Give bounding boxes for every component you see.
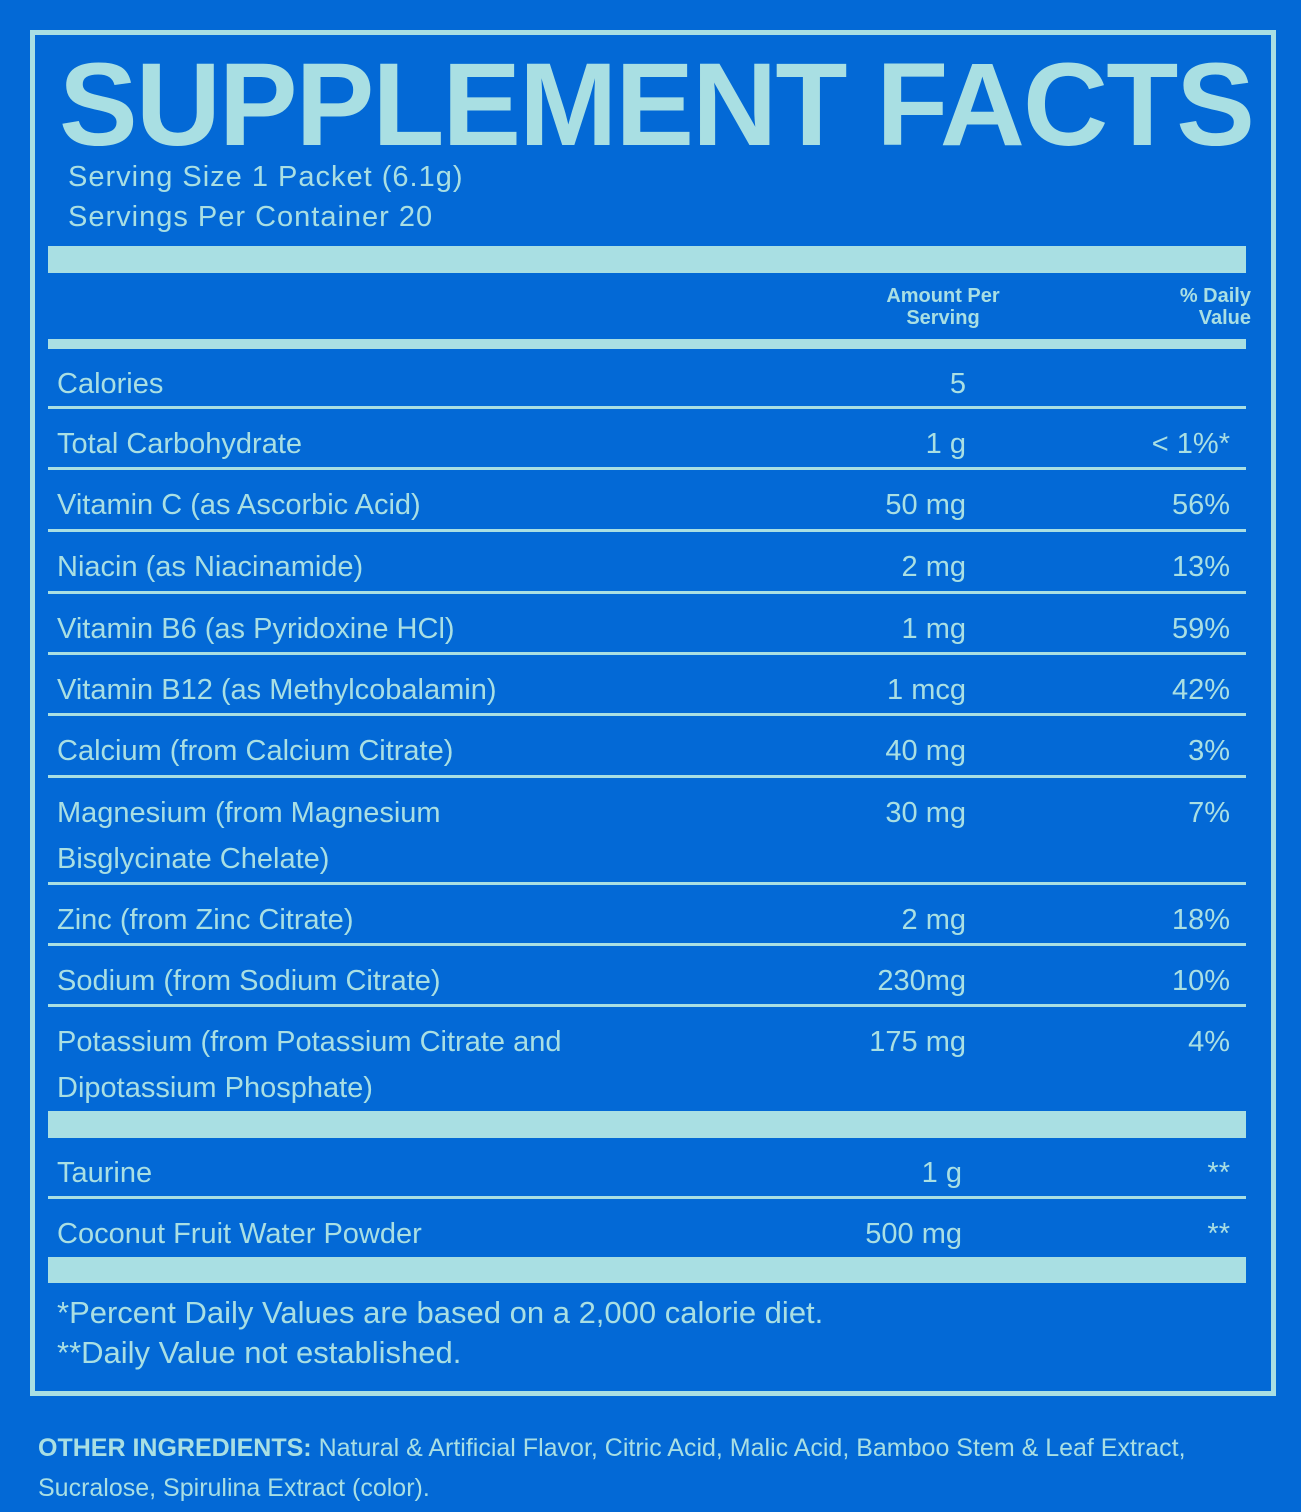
nutrient-name: Coconut Fruit Water Powder — [57, 1218, 422, 1250]
other-ingredients-label: OTHER INGREDIENTS: — [38, 1434, 312, 1462]
other-ingredients-text: Natural & Artificial Flavor, Citric Acid… — [38, 1434, 1186, 1502]
nutrient-name: Vitamin C (as Ascorbic Acid) — [57, 489, 421, 521]
nutrient-name: Vitamin B12 (as Methylcobalamin) — [57, 674, 497, 706]
nutrient-amount: 40 mg — [885, 735, 966, 767]
nutrient-name: Calories — [57, 368, 164, 400]
nutrient-daily-value: 10% — [1171, 965, 1230, 997]
nutrient-amount: 175 mg — [869, 1026, 966, 1058]
table-row: Coconut Fruit Water Powder 500 mg ** — [48, 1199, 1246, 1257]
nutrient-daily-value: 18% — [1171, 904, 1230, 936]
nutrient-amount: 1 g — [921, 1157, 962, 1189]
footnote-percent-daily: *Percent Daily Values are based on a 2,0… — [57, 1295, 824, 1330]
table-row: Zinc (from Zinc Citrate) 2 mg 18% — [48, 885, 1246, 946]
nutrient-name: Zinc (from Zinc Citrate) — [57, 904, 354, 936]
table-row: Total Carbohydrate 1 g < 1%* — [48, 409, 1246, 470]
nutrient-amount: 1 mcg — [887, 674, 966, 706]
nutrient-amount: 1 mg — [901, 613, 966, 645]
nutrient-amount: 230mg — [877, 965, 966, 997]
nutrient-amount: 2 mg — [901, 904, 966, 936]
nutrient-amount: 2 mg — [901, 551, 966, 583]
nutrient-amount: 500 mg — [865, 1218, 962, 1250]
nutrient-daily-value: ** — [1207, 1218, 1230, 1250]
daily-value-header: % Daily Value — [1179, 285, 1251, 329]
nutrient-name: Calcium (from Calcium Citrate) — [57, 735, 454, 767]
nutrient-daily-value: 3% — [1188, 735, 1230, 767]
nutrient-name: Total Carbohydrate — [57, 428, 303, 460]
column-header-divider — [48, 339, 1246, 349]
nutrient-amount: 5 — [949, 368, 966, 400]
nutrient-amount: 50 mg — [885, 489, 966, 521]
serving-size: Serving Size 1 Packet (6.1g) — [68, 161, 464, 193]
table-row: Calcium (from Calcium Citrate) 40 mg 3% — [48, 716, 1246, 778]
table-row: Vitamin B12 (as Methylcobalamin) 1 mcg 4… — [48, 655, 1246, 716]
table-row: Vitamin B6 (as Pyridoxine HCl) 1 mg 59% — [48, 594, 1246, 655]
table-row: Vitamin C (as Ascorbic Acid) 50 mg 56% — [48, 470, 1246, 532]
page-title: SUPPLEMENT FACTS — [59, 39, 1255, 171]
supplement-facts-panel: SUPPLEMENT FACTS Serving Size 1 Packet (… — [30, 30, 1276, 1396]
nutrient-name: Taurine — [57, 1157, 153, 1189]
nutrient-amount: 1 g — [925, 428, 966, 460]
nutrient-daily-value: < 1%* — [1151, 428, 1230, 460]
amount-per-serving-header: Amount Per Serving — [886, 285, 1000, 329]
nutrient-daily-value: 42% — [1171, 674, 1230, 706]
nutrient-daily-value: 56% — [1171, 489, 1230, 521]
other-ingredients: OTHER INGREDIENTS: Natural & Artificial … — [38, 1428, 1268, 1508]
table-row: Calories 5 — [48, 349, 1246, 409]
nutrient-name: Sodium (from Sodium Citrate) — [57, 965, 441, 997]
table-row: Niacin (as Niacinamide) 2 mg 13% — [48, 532, 1246, 594]
nutrient-name: Magnesium (from Magnesium Bisglycinate C… — [57, 797, 441, 875]
nutrient-name: Vitamin B6 (as Pyridoxine HCl) — [57, 613, 455, 645]
table-row: Magnesium (from Magnesium Bisglycinate C… — [48, 778, 1246, 885]
nutrient-amount: 30 mg — [885, 797, 966, 829]
table-row: Sodium (from Sodium Citrate) 230mg 10% — [48, 946, 1246, 1007]
servings-per-container: Servings Per Container 20 — [68, 201, 434, 233]
table-row: Potassium (from Potassium Citrate and Di… — [48, 1007, 1246, 1111]
nutrient-name: Potassium (from Potassium Citrate and Di… — [57, 1026, 562, 1104]
nutrient-daily-value: 59% — [1171, 613, 1230, 645]
nutrient-daily-value: 4% — [1188, 1026, 1230, 1058]
table-row: Taurine 1 g ** — [48, 1138, 1246, 1199]
footnote-not-established: **Daily Value not established. — [57, 1335, 462, 1370]
nutrient-daily-value: ** — [1207, 1157, 1230, 1189]
header-divider-bar — [48, 246, 1246, 273]
other-nutrients-divider-bar — [48, 1111, 1246, 1138]
nutrient-daily-value: 13% — [1171, 551, 1230, 583]
nutrient-name: Niacin (as Niacinamide) — [57, 551, 364, 583]
nutrient-daily-value: 7% — [1188, 797, 1230, 829]
footer-divider-bar — [48, 1257, 1246, 1283]
